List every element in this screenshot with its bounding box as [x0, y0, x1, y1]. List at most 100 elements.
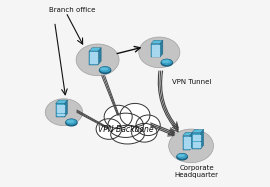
Bar [96, 58, 97, 60]
Ellipse shape [169, 129, 214, 163]
Polygon shape [160, 40, 163, 57]
Bar [93, 61, 95, 63]
Bar [184, 137, 186, 139]
Ellipse shape [101, 68, 107, 70]
Bar [57, 108, 59, 110]
Bar [62, 105, 64, 107]
Bar [151, 44, 160, 57]
Bar [188, 137, 190, 139]
Bar [96, 55, 97, 57]
Bar [157, 45, 159, 47]
Ellipse shape [161, 60, 173, 66]
Bar [96, 61, 97, 63]
Bar [93, 52, 95, 54]
Ellipse shape [76, 44, 119, 76]
Bar [195, 138, 197, 140]
Bar [184, 146, 186, 148]
Bar [195, 135, 197, 137]
Bar [152, 48, 154, 50]
Bar [193, 138, 195, 140]
Bar [193, 145, 195, 147]
Ellipse shape [161, 59, 173, 65]
Bar [152, 45, 154, 47]
Bar [90, 52, 92, 54]
Ellipse shape [111, 125, 144, 144]
Polygon shape [98, 48, 101, 65]
Polygon shape [89, 48, 101, 51]
Ellipse shape [163, 61, 169, 62]
Polygon shape [190, 132, 193, 150]
Ellipse shape [96, 119, 122, 139]
Bar [90, 58, 92, 60]
Bar [198, 142, 200, 144]
Bar [192, 133, 201, 149]
Ellipse shape [104, 105, 132, 128]
Ellipse shape [177, 153, 187, 159]
Ellipse shape [66, 119, 77, 125]
Bar [183, 136, 190, 150]
Bar [198, 138, 200, 140]
Bar [59, 111, 61, 112]
Bar [57, 111, 59, 112]
Bar [186, 143, 188, 145]
Ellipse shape [99, 66, 111, 73]
Text: Branch office: Branch office [49, 7, 95, 13]
Bar [186, 146, 188, 148]
Bar [93, 55, 95, 57]
Ellipse shape [120, 103, 150, 127]
Bar [184, 140, 186, 142]
Bar [90, 55, 92, 57]
Bar [155, 51, 157, 53]
Bar [152, 54, 154, 56]
Ellipse shape [177, 154, 187, 160]
Ellipse shape [67, 120, 74, 122]
Bar [62, 114, 64, 115]
Polygon shape [201, 129, 204, 149]
Ellipse shape [45, 99, 83, 126]
Ellipse shape [66, 119, 77, 126]
Ellipse shape [132, 123, 157, 142]
Bar [59, 105, 61, 107]
Bar [93, 58, 95, 60]
Bar [157, 48, 159, 50]
Bar [152, 51, 154, 53]
Bar [56, 103, 65, 117]
Text: VPN Backbone: VPN Backbone [98, 125, 153, 134]
Bar [62, 111, 64, 112]
Bar [155, 54, 157, 56]
Text: Corporate
Headquarter: Corporate Headquarter [175, 165, 219, 179]
Bar [193, 142, 195, 144]
Ellipse shape [136, 115, 160, 136]
Ellipse shape [178, 155, 184, 157]
Ellipse shape [139, 37, 180, 68]
Bar [89, 51, 98, 65]
Polygon shape [192, 129, 204, 133]
Bar [59, 114, 61, 115]
Bar [59, 108, 61, 110]
Text: VPN Tunnel: VPN Tunnel [173, 79, 212, 85]
Bar [155, 48, 157, 50]
Bar [57, 105, 59, 107]
Bar [188, 140, 190, 142]
Polygon shape [151, 40, 163, 44]
Bar [155, 45, 157, 47]
Polygon shape [183, 132, 193, 136]
Bar [198, 145, 200, 147]
Polygon shape [56, 100, 68, 103]
Bar [198, 135, 200, 137]
Bar [90, 61, 92, 63]
Ellipse shape [108, 113, 143, 137]
Bar [96, 52, 97, 54]
Bar [195, 142, 197, 144]
Ellipse shape [99, 67, 111, 73]
Bar [188, 146, 190, 148]
Bar [62, 108, 64, 110]
Bar [184, 143, 186, 145]
Bar [188, 143, 190, 145]
Bar [186, 140, 188, 142]
Bar [157, 54, 159, 56]
Bar [195, 145, 197, 147]
Bar [193, 135, 195, 137]
Polygon shape [65, 100, 68, 117]
Bar [157, 51, 159, 53]
